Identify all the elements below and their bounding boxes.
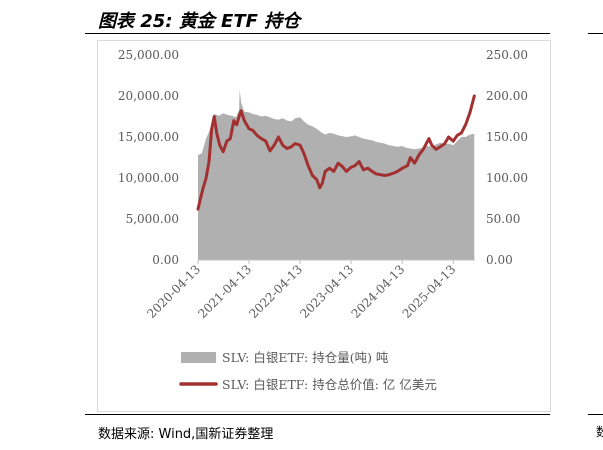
y-right-tick-label: 100.00 bbox=[486, 171, 528, 185]
series-line-value bbox=[196, 94, 476, 211]
x-tick-label: 2023-04-13 bbox=[297, 262, 356, 321]
chart-title: 图表 25: 黄金 ETF 持仓 bbox=[98, 11, 301, 32]
y-right-tick-label: 50.00 bbox=[486, 212, 520, 226]
y-right-tick-label: 250.00 bbox=[486, 48, 528, 62]
source-note: 数据来源: Wind,国新证券整理 bbox=[98, 427, 274, 442]
footer-rule-right bbox=[588, 414, 603, 415]
legend-swatch-area bbox=[181, 352, 216, 363]
y-right-tick-label: 150.00 bbox=[486, 130, 528, 144]
x-tick-label: 2025-04-13 bbox=[400, 262, 459, 321]
x-tick-label: 2021-04-13 bbox=[195, 262, 254, 321]
y-left-tick-label: 0.00 bbox=[152, 253, 179, 267]
title-underline-right bbox=[588, 33, 603, 34]
y-left-tick-label: 10,000.00 bbox=[118, 171, 179, 185]
footer-rule bbox=[85, 414, 550, 415]
legend-label-area: SLV: 白银ETF: 持仓量(吨) 吨 bbox=[222, 350, 389, 365]
title-underline bbox=[85, 33, 550, 34]
x-tick-label: 2022-04-13 bbox=[246, 262, 305, 321]
area-layer bbox=[198, 89, 475, 261]
clipped-source-char: 数 bbox=[596, 425, 603, 439]
legend: SLV: 白银ETF: 持仓量(吨) 吨 SLV: 白银ETF: 持仓总价值: 亿… bbox=[179, 350, 437, 392]
y-left-tick-label: 25,000.00 bbox=[118, 48, 179, 62]
line-layer bbox=[196, 94, 476, 211]
y-right-tick-label: 0.00 bbox=[486, 253, 513, 267]
x-tick-label: 2024-04-13 bbox=[349, 262, 408, 321]
series-area-holdings bbox=[198, 89, 475, 261]
y-left-tick-label: 20,000.00 bbox=[118, 89, 179, 103]
legend-label-line: SLV: 白银ETF: 持仓总价值: 亿 亿美元 bbox=[222, 377, 437, 392]
y-left-tick-label: 15,000.00 bbox=[118, 130, 179, 144]
y-left-tick-label: 5,000.00 bbox=[126, 212, 179, 226]
y-right-tick-label: 200.00 bbox=[486, 89, 528, 103]
x-tick-label: 2020-04-13 bbox=[144, 262, 203, 321]
axis-layer bbox=[197, 259, 475, 264]
chart-frame bbox=[97, 40, 551, 412]
